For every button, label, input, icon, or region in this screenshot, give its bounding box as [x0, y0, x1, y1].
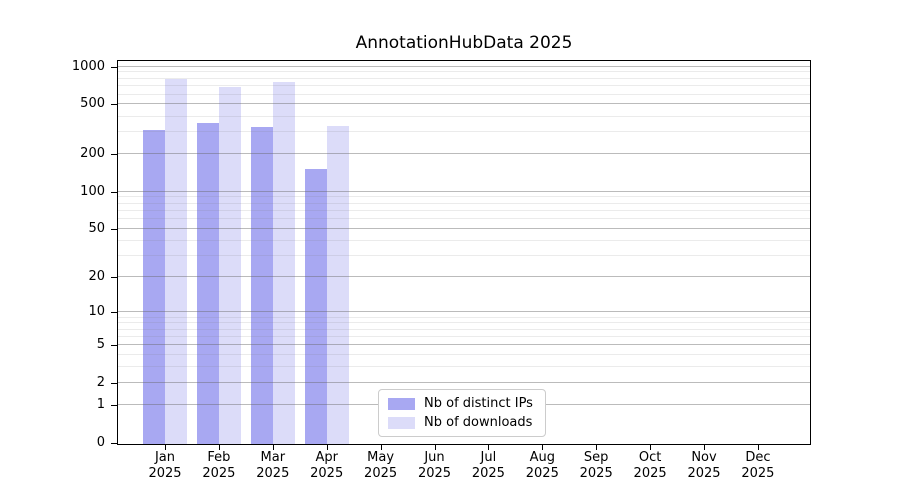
legend-swatch-downloads: [388, 416, 415, 429]
x-tick-mark: [380, 444, 382, 450]
x-tick-label-year: 2025: [256, 466, 290, 481]
y-tick-mark: [111, 383, 117, 385]
legend-row-downloads: Nb of downloads: [388, 415, 533, 430]
y-tick-label: 1: [96, 397, 105, 413]
x-tick-label-month: Jun: [424, 450, 445, 465]
x-tick-label: Oct 2025: [618, 450, 682, 482]
y-tick-label: 20: [88, 269, 105, 285]
x-tick-label-month: Jan: [154, 450, 176, 465]
x-tick-label-month: May: [367, 450, 395, 465]
y-tick-label: 200: [80, 146, 105, 162]
x-tick-label: Nov 2025: [672, 450, 736, 482]
x-tick-label-month: Nov: [691, 450, 717, 465]
y-tick-mark: [111, 277, 117, 279]
x-tick-label-year: 2025: [417, 466, 452, 481]
x-tick-mark: [218, 444, 220, 450]
bar-distinct-ips: [304, 169, 327, 444]
bar-downloads: [326, 125, 349, 444]
x-tick-label-month: Mar: [260, 450, 286, 465]
bar-downloads: [272, 81, 295, 444]
x-tick-mark: [165, 444, 166, 450]
x-tick-label: Mar 2025: [241, 450, 305, 482]
x-tick-label-month: Sep: [583, 450, 609, 465]
x-tick-label-year: 2025: [471, 466, 505, 481]
x-tick-label-year: 2025: [364, 466, 398, 481]
x-tick-mark: [326, 444, 328, 450]
x-tick-label-month: Aug: [529, 450, 555, 465]
y-tick-label: 0: [96, 435, 105, 450]
y-tick-label: 50: [88, 220, 105, 236]
x-tick-label: Dec 2025: [726, 450, 790, 482]
y-tick-label: 10: [88, 304, 105, 320]
y-tick-mark: [111, 312, 117, 314]
bar-downloads: [218, 86, 241, 444]
x-tick-label-year: 2025: [525, 466, 559, 481]
x-tick-label: Jul 2025: [456, 450, 520, 482]
y-tick-label: 100: [80, 183, 105, 199]
bar-downloads: [165, 78, 187, 444]
y-tick-label: 500: [80, 96, 105, 112]
legend-label-distinct-ips: Nb of distinct IPs: [424, 396, 533, 411]
x-tick-mark: [272, 444, 274, 450]
x-tick-label: Feb 2025: [187, 450, 251, 482]
x-tick-label-year: 2025: [687, 466, 721, 481]
x-tick-label: Jun 2025: [403, 450, 467, 482]
bar-distinct-ips: [196, 123, 219, 444]
y-tick-mark: [111, 154, 117, 156]
plot-area: Nb of distinct IPs Nb of downloads: [117, 60, 811, 445]
x-tick-label: Aug 2025: [510, 450, 574, 482]
x-tick-mark: [596, 444, 598, 450]
x-tick-label-year: 2025: [741, 466, 775, 481]
bars-layer: [118, 61, 810, 444]
y-tick-mark: [111, 228, 117, 230]
legend-swatch-distinct-ips: [388, 397, 415, 410]
y-tick-label: 1000: [71, 58, 105, 74]
x-tick-label: Jan 2025: [133, 450, 197, 482]
x-tick-mark: [542, 444, 544, 450]
x-tick-label-month: Feb: [207, 450, 231, 465]
x-tick-mark: [434, 444, 436, 450]
x-tick-label: Sep 2025: [564, 450, 628, 482]
x-tick-label: Apr 2025: [295, 450, 359, 482]
legend: Nb of distinct IPs Nb of downloads: [378, 389, 546, 437]
bar-distinct-ips: [143, 130, 165, 444]
x-tick-mark: [488, 444, 490, 450]
x-tick-label-month: Apr: [315, 450, 338, 465]
legend-label-downloads: Nb of downloads: [424, 415, 533, 430]
x-tick-label-year: 2025: [148, 466, 182, 481]
x-tick-mark: [704, 444, 705, 450]
x-tick-mark: [757, 444, 759, 450]
chart-title: AnnotationHubData 2025: [355, 33, 573, 53]
y-tick-mark: [111, 191, 117, 193]
y-tick-label: 5: [96, 337, 105, 353]
x-tick-label: May 2025: [349, 450, 413, 482]
x-tick-label-month: Oct: [638, 450, 662, 465]
y-tick-mark: [111, 345, 117, 347]
y-tick-mark: [111, 443, 117, 444]
bar-distinct-ips: [250, 126, 273, 444]
y-tick-mark: [111, 66, 117, 68]
x-tick-label-year: 2025: [579, 466, 613, 481]
y-tick-mark: [111, 104, 117, 106]
x-tick-label-month: Jul: [480, 450, 497, 465]
x-tick-label-year: 2025: [202, 466, 236, 481]
x-tick-label-year: 2025: [310, 466, 344, 481]
x-tick-label-year: 2025: [633, 466, 667, 481]
x-tick-mark: [650, 444, 652, 450]
legend-row-distinct-ips: Nb of distinct IPs: [388, 396, 533, 411]
y-tick-mark: [111, 405, 117, 407]
y-tick-label: 2: [96, 375, 105, 391]
x-tick-label-month: Dec: [745, 450, 771, 465]
